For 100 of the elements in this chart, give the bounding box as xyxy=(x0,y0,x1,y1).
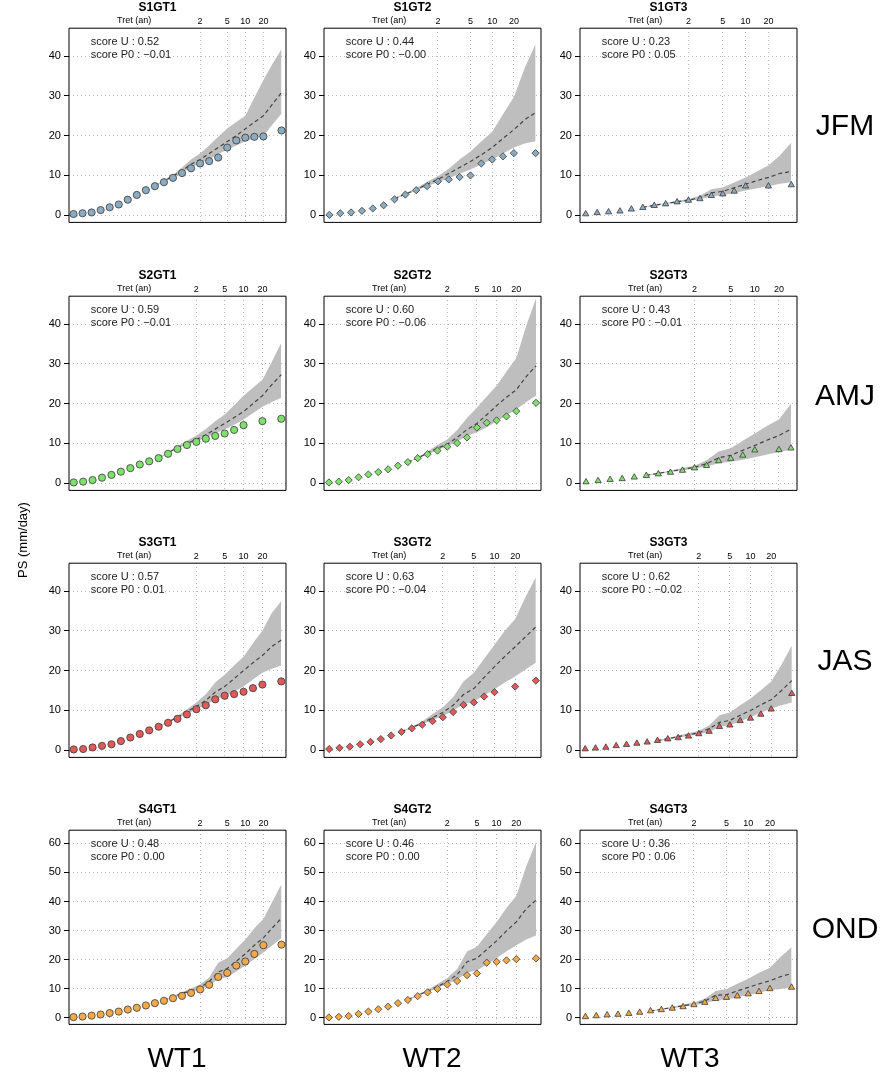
y-tick-label: 20 xyxy=(559,952,572,965)
y-tick-label: 20 xyxy=(48,952,61,965)
point xyxy=(755,987,763,994)
point xyxy=(364,470,373,479)
point xyxy=(757,710,765,717)
x-tick-label: 10 xyxy=(489,551,500,562)
point xyxy=(701,998,709,1005)
annotation: score P0 : −0.04 xyxy=(345,583,427,596)
annotation: score U : 0.63 xyxy=(345,570,415,583)
x-tick-label: 10 xyxy=(745,551,756,562)
point xyxy=(182,441,191,450)
y-tick-label: 30 xyxy=(559,88,572,101)
point xyxy=(490,688,499,697)
point xyxy=(622,740,631,747)
point xyxy=(662,200,670,207)
y-tick-label: 40 xyxy=(48,584,61,597)
point xyxy=(173,714,182,723)
point xyxy=(164,718,173,727)
y-tick-label: 0 xyxy=(309,743,316,756)
point xyxy=(654,470,662,477)
point xyxy=(582,210,590,217)
x-tick-label: 2 xyxy=(692,284,698,295)
point xyxy=(88,743,97,752)
point xyxy=(703,461,711,468)
point xyxy=(616,207,624,214)
point xyxy=(114,1007,123,1016)
point xyxy=(764,182,772,189)
point xyxy=(666,468,674,475)
chart-title: S2GT2 xyxy=(393,267,432,282)
y-tick-label: 20 xyxy=(559,396,572,409)
y-tick-label: 20 xyxy=(559,128,572,141)
point xyxy=(393,461,402,470)
point xyxy=(788,983,796,990)
point xyxy=(145,457,154,466)
point xyxy=(192,437,201,446)
point xyxy=(690,1000,698,1008)
point xyxy=(182,710,191,719)
x-tick-label: 10 xyxy=(743,818,754,829)
y-tick-label: 40 xyxy=(303,584,316,597)
point xyxy=(150,182,159,191)
point xyxy=(413,992,422,1001)
point xyxy=(345,742,354,751)
point xyxy=(739,451,747,458)
point xyxy=(87,1011,96,1020)
point xyxy=(126,733,135,742)
y-tick-label: 30 xyxy=(559,356,572,369)
point xyxy=(78,1012,87,1021)
point xyxy=(532,398,541,407)
x-axis-title: Tret (an) xyxy=(372,549,407,560)
point xyxy=(324,478,333,487)
x-tick-label: 2 xyxy=(435,16,441,27)
point xyxy=(98,741,107,750)
annotation: score U : 0.48 xyxy=(90,837,160,850)
y-tick-label: 0 xyxy=(565,743,572,756)
point xyxy=(159,178,168,187)
point xyxy=(232,136,241,145)
point xyxy=(647,1007,655,1014)
point xyxy=(466,171,475,180)
point xyxy=(581,745,589,752)
x-tick-label: 2 xyxy=(193,284,199,295)
annotation: score P0 : 0.01 xyxy=(90,583,165,596)
x-tick-label: 5 xyxy=(222,284,228,295)
point xyxy=(250,132,259,141)
annotation: score P0 : −0.01 xyxy=(601,316,683,329)
point xyxy=(438,713,447,722)
y-tick-label: 40 xyxy=(559,49,572,62)
point xyxy=(239,421,248,430)
point xyxy=(201,701,210,710)
text: WT2 xyxy=(402,1042,462,1074)
point xyxy=(482,958,491,967)
x-tick-label: 10 xyxy=(240,16,251,27)
x-tick-label: 10 xyxy=(749,284,760,295)
y-tick-label: 20 xyxy=(559,663,572,676)
point xyxy=(512,407,521,416)
y-tick-label: 20 xyxy=(303,128,316,141)
point xyxy=(354,1009,363,1018)
x-axis-title: Tret (an) xyxy=(372,14,407,25)
annotation: score P0 : −0.01 xyxy=(90,316,172,329)
chart-title: S3GT2 xyxy=(393,534,432,549)
annotation: score U : 0.36 xyxy=(601,837,671,850)
point xyxy=(196,159,205,168)
point xyxy=(250,949,259,958)
point xyxy=(368,204,377,213)
y-tick-label: 0 xyxy=(309,1011,316,1024)
point xyxy=(403,995,412,1004)
x-tick-label: 10 xyxy=(238,284,249,295)
point xyxy=(691,464,699,471)
x-axis-title: Tret (an) xyxy=(628,282,663,293)
y-tick-label: 50 xyxy=(48,865,61,878)
y-tick-label: 30 xyxy=(303,623,316,636)
point xyxy=(387,731,396,740)
point xyxy=(347,208,356,217)
x-tick-label: 10 xyxy=(491,818,502,829)
point xyxy=(463,971,472,980)
x-axis-title: Tret (an) xyxy=(117,14,152,25)
point xyxy=(374,468,383,477)
point xyxy=(722,993,730,1000)
point xyxy=(223,143,232,152)
point xyxy=(79,477,88,486)
y-tick-label: 60 xyxy=(303,836,316,849)
